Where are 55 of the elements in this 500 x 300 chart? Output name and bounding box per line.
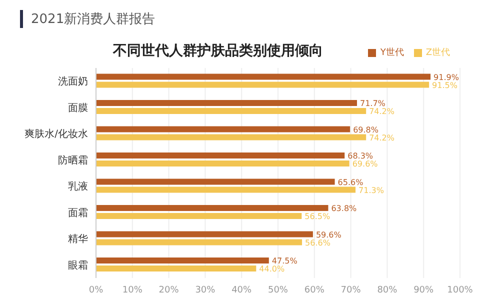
data-label: 65.6% xyxy=(338,178,364,187)
y-tick-label: 爽肤水/化妆水 xyxy=(24,128,88,140)
x-tick-label: 90% xyxy=(414,285,434,296)
data-label: 59.6% xyxy=(316,230,342,240)
x-tick-label: 30% xyxy=(195,285,216,296)
bar xyxy=(96,178,335,185)
bar xyxy=(96,186,356,193)
bar xyxy=(96,134,366,140)
x-tick-label: 70% xyxy=(340,285,362,296)
x-tick-label: 10% xyxy=(122,285,143,296)
x-tick-label: 50% xyxy=(268,285,288,296)
bar xyxy=(96,231,313,238)
x-tick-label: 80% xyxy=(377,285,398,296)
data-label: 74.2% xyxy=(369,133,395,142)
data-label: 56.6% xyxy=(305,238,331,248)
bar xyxy=(96,266,256,272)
bar xyxy=(96,258,269,264)
x-tick-label: 60% xyxy=(304,285,325,296)
data-label: 69.6% xyxy=(352,160,378,169)
data-label: 71.7% xyxy=(360,99,386,108)
y-tick-label: 防晒霜 xyxy=(58,154,88,166)
data-label: 44.0% xyxy=(259,264,285,274)
chart-subtitle: 2021新消费人群报告 xyxy=(30,11,156,28)
data-label: 71.3% xyxy=(358,186,384,195)
x-tick-label: 0% xyxy=(88,285,104,296)
legend-label: Z世代 xyxy=(426,48,450,58)
data-label: 69.8% xyxy=(353,125,379,134)
data-label: 68.3% xyxy=(348,152,374,161)
bar xyxy=(96,100,357,106)
data-label: 47.5% xyxy=(272,256,298,266)
legend-label: Y世代 xyxy=(380,48,404,58)
data-label: 74.2% xyxy=(369,107,395,116)
x-tick-label: 20% xyxy=(158,285,180,296)
y-tick-label: 面膜 xyxy=(68,102,88,114)
bar xyxy=(96,213,302,220)
bar xyxy=(96,239,302,246)
bar xyxy=(96,152,345,159)
data-label: 56.5% xyxy=(304,212,330,222)
y-tick-label: 精华 xyxy=(68,233,88,246)
bar xyxy=(96,205,328,212)
x-tick-label: 40% xyxy=(232,285,252,296)
bar xyxy=(96,160,350,167)
y-tick-label: 眼霜 xyxy=(68,260,88,272)
y-tick-label: 乳液 xyxy=(68,180,88,193)
x-tick-label: 100% xyxy=(447,285,474,296)
data-label: 91.5% xyxy=(432,80,458,90)
bar xyxy=(96,74,431,80)
bar xyxy=(96,82,430,88)
data-label: 91.9% xyxy=(434,72,460,82)
y-tick-label: 面霜 xyxy=(68,208,88,219)
y-tick-label: 洗面奶 xyxy=(58,76,88,88)
data-label: 63.8% xyxy=(331,204,358,214)
chart-title: 不同世代人群护肤品类别使用倾向 xyxy=(112,42,324,60)
bar xyxy=(96,108,366,114)
bar xyxy=(96,126,350,132)
